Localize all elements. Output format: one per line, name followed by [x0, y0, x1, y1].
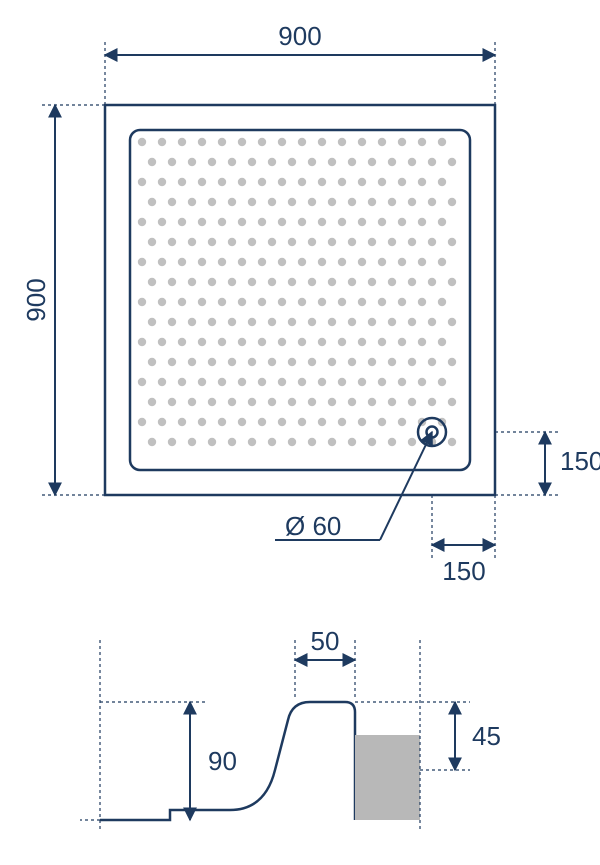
dim-height-value: 900 — [21, 278, 51, 321]
top-view: 900 900 150 150 Ø 60 — [21, 21, 600, 586]
dim-drain-y-value: 150 — [560, 446, 600, 476]
dim-drain-dia-value: Ø 60 — [285, 511, 341, 541]
dim-drain-x-150: 150 — [432, 495, 495, 586]
dim-rim-50: 50 — [295, 626, 355, 660]
antislip-dots — [138, 138, 456, 446]
dim-drain-y-150: 150 — [495, 432, 600, 495]
dim-h45-value: 45 — [472, 721, 501, 751]
dim-drain-x-value: 150 — [442, 556, 485, 586]
dim-height-900: 900 — [21, 105, 105, 495]
dim-height-90: 90 — [190, 702, 237, 820]
drain-block — [355, 735, 420, 820]
dim-width-900: 900 — [105, 21, 495, 105]
dim-h90-value: 90 — [208, 746, 237, 776]
dim-width-value: 900 — [278, 21, 321, 51]
dim-rim-value: 50 — [311, 626, 340, 656]
technical-drawing: 900 900 150 150 Ø 60 — [0, 0, 600, 865]
dim-drain-diameter: Ø 60 — [275, 432, 432, 541]
dim-inner-45: 45 — [455, 702, 501, 770]
section-view: 50 90 45 — [80, 626, 501, 830]
